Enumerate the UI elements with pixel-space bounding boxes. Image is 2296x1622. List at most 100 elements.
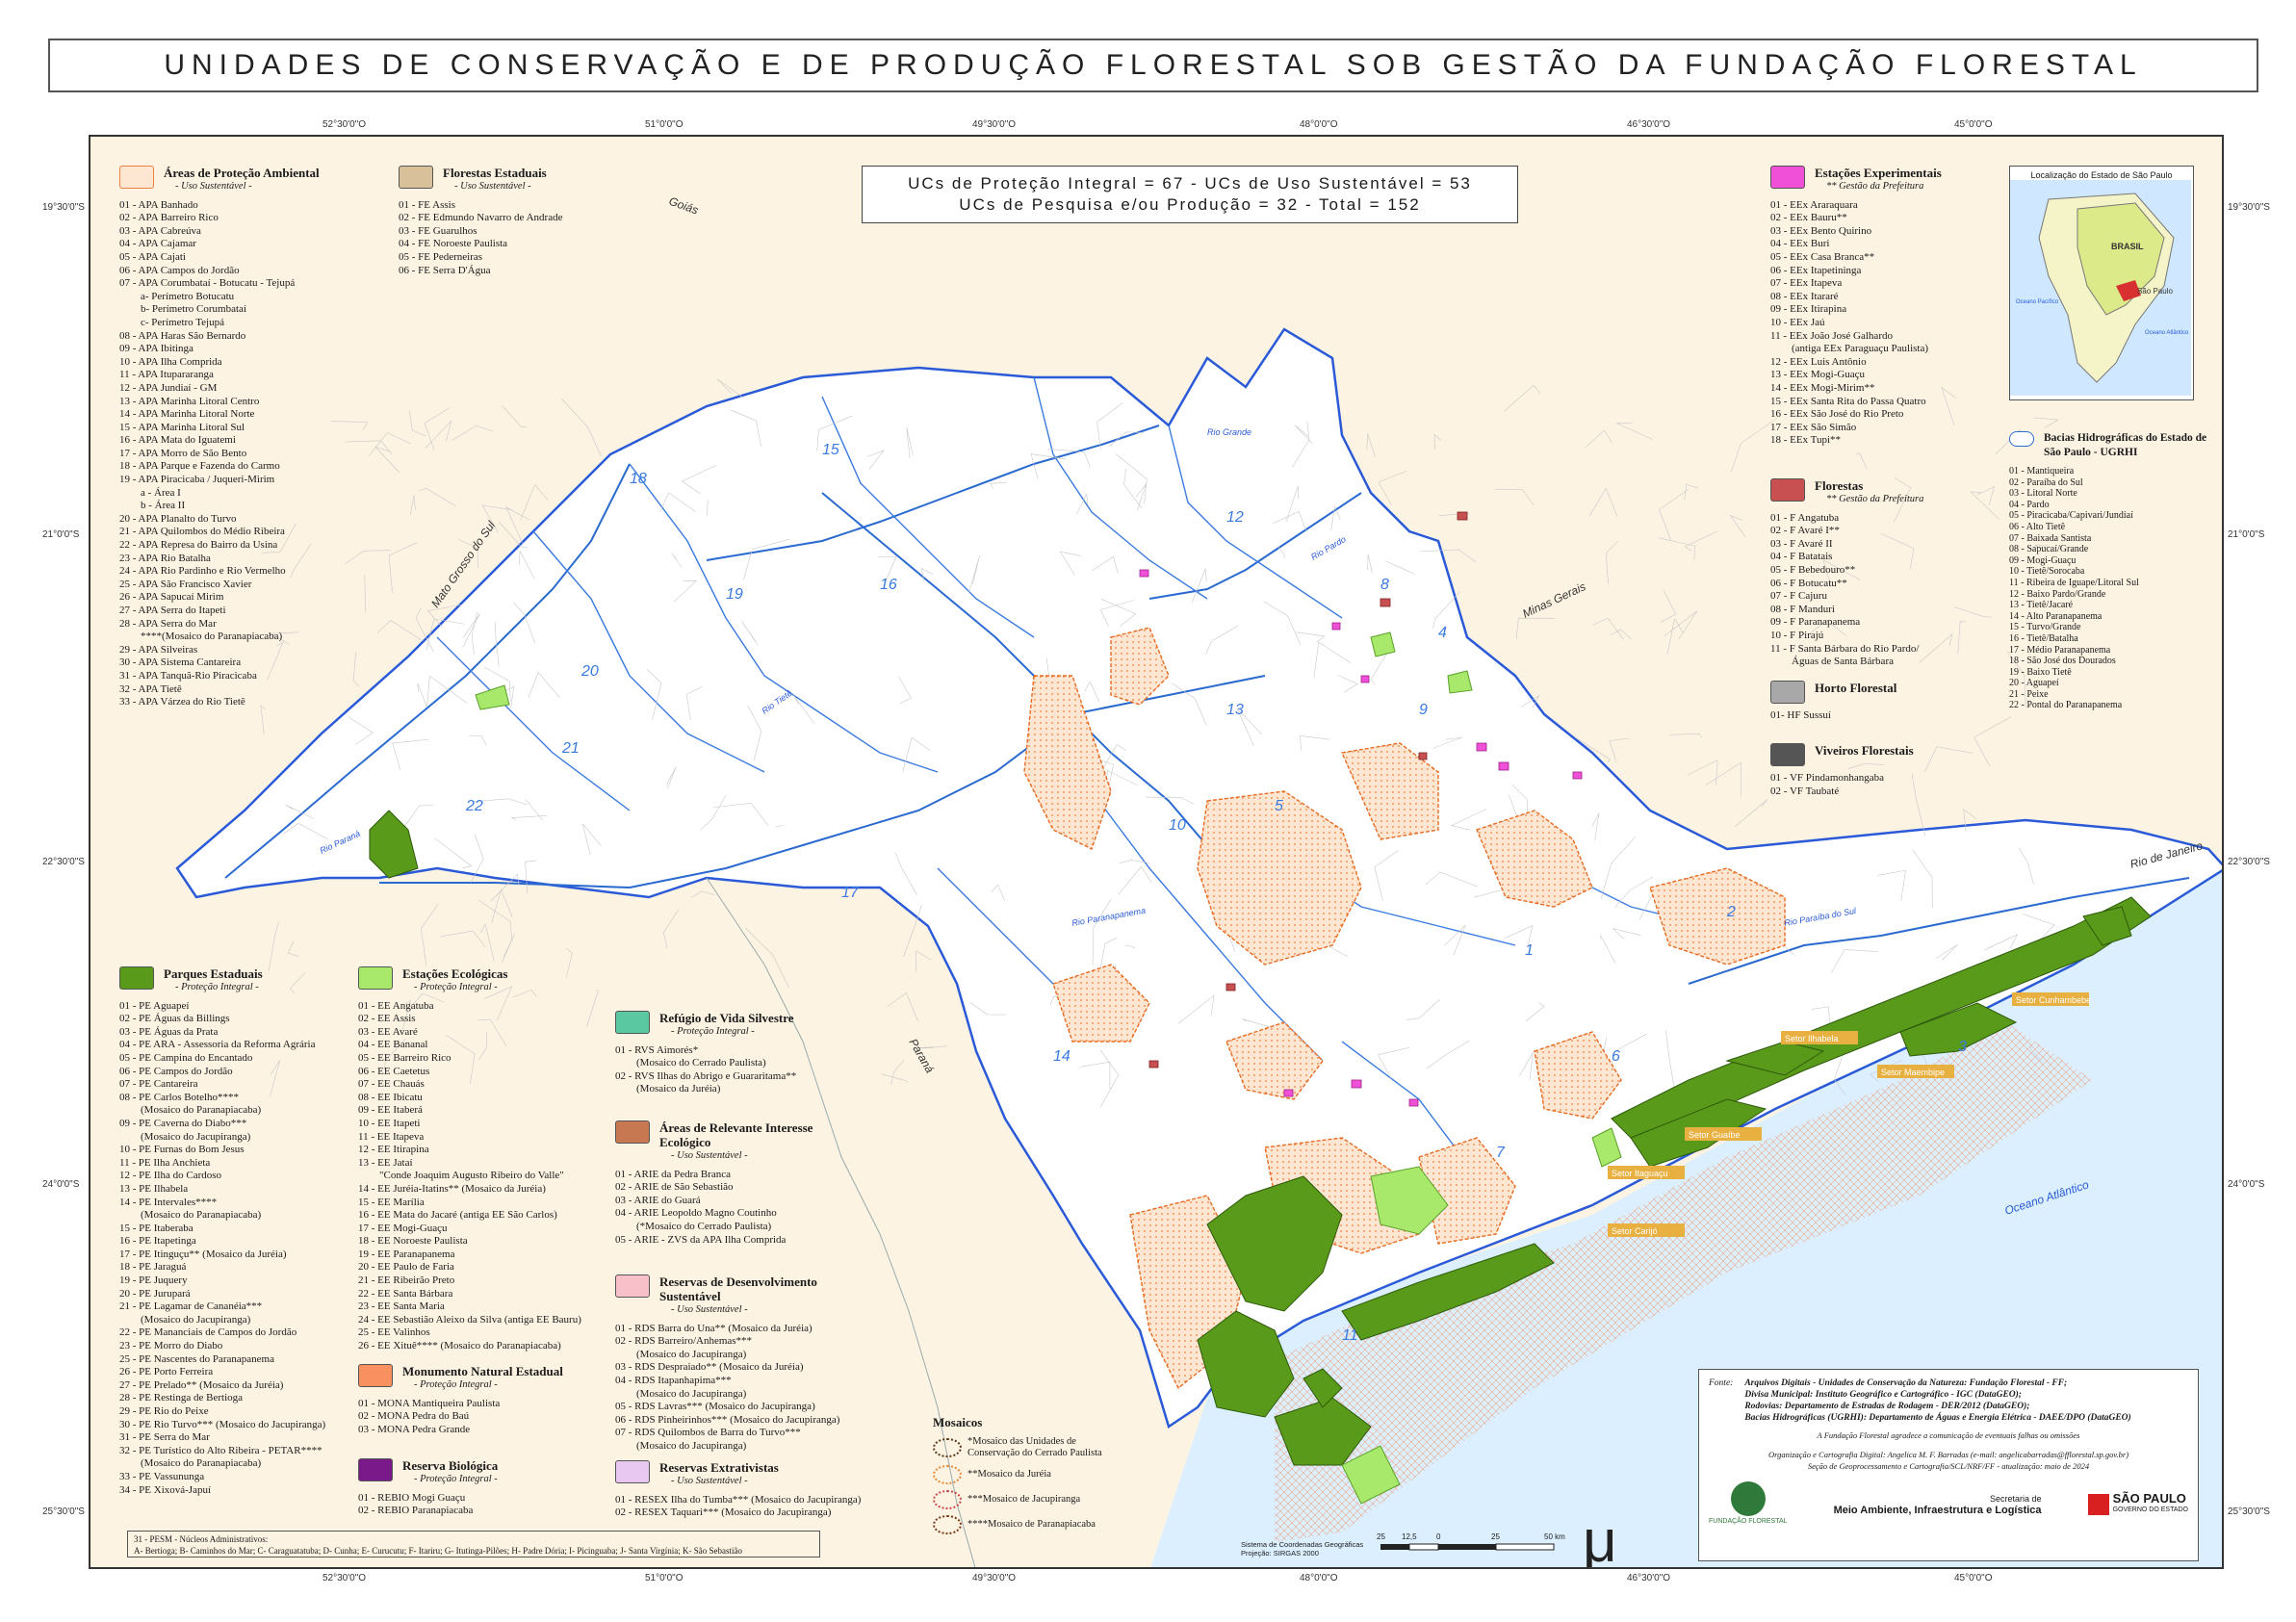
sources-box: Fonte: Arquivos Digitais - Unidades de C… — [1698, 1369, 2199, 1561]
ff-logo: FUNDAÇÃO FLORESTAL — [1709, 1481, 1788, 1528]
legend-item: 12 - EEx Luis Antônio — [1770, 355, 1867, 368]
legend-item: 18 - EE Noroeste Paulista — [358, 1235, 468, 1248]
legend-item: 06 - PE Campos do Jordão — [119, 1065, 233, 1077]
legend-item: 05 - PE Campina do Encantado — [119, 1051, 253, 1064]
legend-item: 02 - RVS Ilhas do Abrigo e Guararitama** — [615, 1069, 797, 1082]
legend-item: 19 - PE Juquery — [119, 1274, 188, 1287]
rds-swatch — [615, 1274, 650, 1298]
legend-item: 07 - EEx Itapeva — [1770, 277, 1843, 290]
legend-item: 17 - APA Morro de São Bento — [119, 447, 247, 459]
sector-label: Setor Carijó — [1612, 1226, 1658, 1236]
legend-bacias-title: Bacias Hidrográficas do Estado de São Pa… — [2044, 432, 2207, 458]
state-parks — [369, 810, 2152, 1466]
legend-resex-sub: - Uso Sustentável - — [671, 1476, 748, 1486]
scale-label: 12,5 — [1402, 1532, 1417, 1541]
legend-item: 04 - EE Bananal — [358, 1039, 428, 1051]
scale-label: 25 — [1377, 1532, 1385, 1541]
legend-item: (Mosaico do Jacupiranga) — [141, 1130, 251, 1143]
legend-item: 25 - PE Nascentes do Paranapanema — [119, 1352, 274, 1365]
legend-item: 08 - PE Carlos Botelho**** — [119, 1091, 240, 1103]
legend-item: 23 - PE Morro do Diabo — [119, 1340, 223, 1352]
legend-item: 11 - EEx João José Galhardo — [1770, 329, 1893, 342]
legend-item: 11 - PE Ilha Anchieta — [119, 1156, 211, 1169]
legend-item: 02 - PE Águas da Billings — [119, 1013, 230, 1025]
ugrhi-number: 10 — [1169, 817, 1186, 834]
legend-pe-sub: - Proteção Integral - — [175, 982, 259, 992]
legend-item: 04 - APA Cajamar — [119, 238, 196, 250]
legend-item: 23 - APA Rio Batalha — [119, 552, 211, 564]
ugrhi-number: 15 — [822, 442, 839, 458]
legend-item: 03 - RDS Despraiado** (Mosaico da Juréia… — [615, 1361, 804, 1374]
legend-item: 27 - APA Serra do Itapeti — [119, 605, 226, 616]
scale-label: 0 — [1436, 1532, 1441, 1541]
legend-item: 30 - PE Rio Turvo*** (Mosaico do Jacupir… — [119, 1418, 326, 1430]
sector-label-bg — [1781, 1031, 1858, 1044]
scale-label: 25 — [1491, 1532, 1500, 1541]
legend-item: 01 - EEx Araraquara — [1770, 198, 1858, 211]
eex-swatch — [1770, 166, 1805, 189]
mosaic-label: ***Mosaico de Jacupiranga — [967, 1494, 1081, 1505]
ugrhi-number: 17 — [841, 885, 860, 901]
legend-item: 06 - EE Caetetus — [358, 1065, 430, 1077]
legend-ee: Estações Ecológicas - Proteção Integral -… — [358, 966, 604, 1353]
longitude-label: 49°30'0"O — [972, 119, 1017, 130]
mosaicos-items: *Mosaico das Unidades de Conservação do … — [933, 1436, 1154, 1534]
legend-item: 05 - F Bebedouro** — [1770, 563, 1856, 576]
legend-ee-items: 01 - EE Angatuba 02 - EE Assis 03 - EE Ava… — [358, 1000, 604, 1353]
legend-item: 17 - Médio Paranapanema — [2009, 644, 2111, 656]
inset-map: BRASIL São Paulo Oceano Pacífico Oceano … — [2010, 180, 2191, 396]
legend-item: 03 - FE Guarulhos — [399, 224, 477, 237]
legend-florestas-sub: ** Gestão da Prefeitura — [1826, 494, 1924, 504]
legend-item: 18 - APA Parque e Fazenda do Carmo — [119, 460, 280, 473]
legend-item: 10 - EEx Jaú — [1770, 316, 1825, 328]
ugrhi-number: 21 — [561, 740, 580, 757]
legend-arie-items: 01 - ARIE da Pedra Branca 02 - ARIE de Sã… — [615, 1169, 846, 1248]
legend-item: 16 - EEx São José do Rio Preto — [1770, 408, 1904, 421]
legend-item: 31 - APA Tanquã-Rio Piracicaba — [119, 669, 257, 682]
ugrhi-number: 6 — [1612, 1048, 1620, 1065]
sp-logo-title: SÃO PAULO — [2112, 1491, 2186, 1506]
legend-resex-title: Reservas Extrativistas — [659, 1460, 779, 1475]
legend-item: 07 - F Cajuru — [1770, 590, 1827, 603]
source-line: Arquivos Digitais - Unidades de Conserva… — [1744, 1378, 2068, 1388]
viveiro-swatch — [1770, 743, 1805, 766]
legend-item: 23 - EE Santa Maria — [358, 1300, 445, 1313]
mosaic-label: ****Mosaico de Paranapiacaba — [967, 1519, 1096, 1530]
legend-item: b - Área II — [141, 500, 186, 512]
legend-item: 26 - APA Sapucaí Mirim — [119, 591, 224, 604]
legend-item: 04 - RDS Itapanhapima*** — [615, 1374, 732, 1386]
mosaic-symbol-icon — [933, 1490, 962, 1509]
ugrhi-number: 18 — [630, 471, 647, 487]
state-label-goias: Goiás — [667, 194, 700, 218]
legend-rvs-title: Refúgio de Vida Silvestre — [659, 1011, 794, 1025]
legend-item: (Mosaico do Paranapiacaba) — [141, 1209, 262, 1222]
legend-item: 07 - PE Cantareira — [119, 1078, 198, 1091]
legend-fe-sub: - Uso Sustentável - — [454, 181, 531, 192]
legend-apa: Áreas de Proteção Ambiental - Uso Sustent… — [119, 166, 360, 709]
legend-item: 14 - EEx Mogi-Mirim** — [1770, 381, 1875, 394]
legend-mona-sub: - Proteção Integral - — [414, 1379, 498, 1390]
legend-item: 32 - APA Tietê — [119, 682, 182, 695]
apa-swatch — [119, 166, 154, 189]
legend-horto-items: 01- HF Sussuí — [1770, 709, 2001, 723]
legend-item: 24 - APA Rio Pardinho e Rio Vermelho — [119, 565, 286, 578]
legend-rebio: Reserva Biológica - Proteção Integral - 0… — [358, 1458, 604, 1518]
legend-item: 05 - Piracicaba/Capivari/Jundiaí — [2009, 510, 2133, 522]
legend-item: 22 - APA Represa do Bairro da Usina — [119, 539, 278, 552]
legend-item: 10 - F Pirajú — [1770, 629, 1824, 641]
legend-item: 03 - F Avaré II — [1770, 537, 1833, 550]
longitude-label: 48°0'0"O — [1300, 119, 1338, 130]
legend-rds-items: 01 - RDS Barra do Una** (Mosaico da Juré… — [615, 1323, 856, 1454]
legend-item: 01 - APA Banhado — [119, 198, 198, 211]
ugrhi-number: 20 — [580, 663, 599, 680]
state-label-mg: Minas Gerais — [1520, 579, 1587, 621]
experimental-stations — [1139, 569, 1583, 1107]
sources-credit1: Organização e Cartografia Digital: Angel… — [1767, 1450, 2129, 1459]
nucleos-line1: 31 - PESM - Núcleos Administrativos: — [134, 1534, 269, 1544]
inset-brasil-label: BRASIL — [2111, 242, 2144, 251]
longitude-label: 52°30'0"O — [322, 119, 367, 130]
legend-item: 12 - Baixo Pardo/Grande — [2009, 588, 2106, 600]
legend-item: 25 - APA São Francisco Xavier — [119, 578, 252, 590]
legend-bacias: Bacias Hidrográficas do Estado de São Pa… — [2009, 431, 2211, 711]
legend-item: 14 - PE Intervales**** — [119, 1196, 218, 1208]
